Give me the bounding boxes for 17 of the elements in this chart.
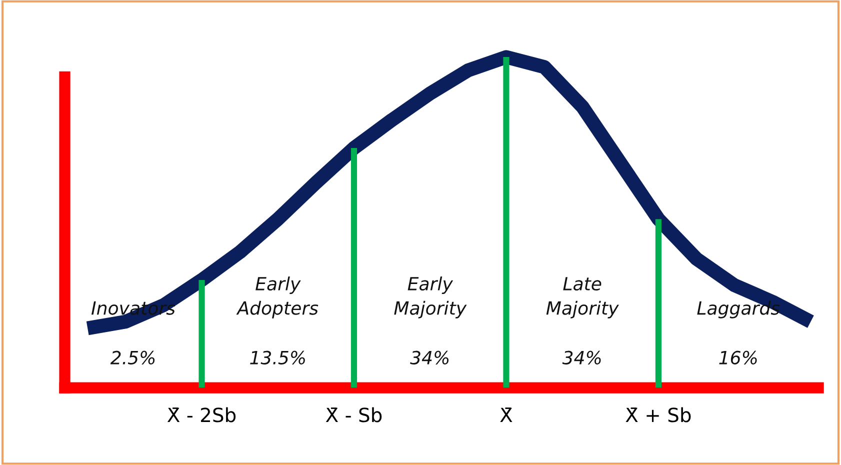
annotation: 2.5% [110,350,155,364]
annotation: Late Majority [546,277,619,318]
x-tick-label: X̄ [500,408,512,422]
bar [655,219,662,388]
x-tick-label: X̄ - Sb [326,407,382,422]
bar [503,57,510,388]
x-tick-label: X̄ - 2Sb [167,407,236,422]
annotation: 16% [719,350,757,364]
annotation: 13.5% [250,350,305,364]
annotation: Early Majority [394,276,467,318]
annotation: 34% [562,350,601,364]
annotation: Laggards [697,300,780,318]
bar [350,148,358,388]
bar [198,280,205,388]
annotation: 34% [410,350,449,364]
annotation: Early Adopters [236,276,318,318]
x-tick-label: X̄ + Sb [626,407,691,422]
